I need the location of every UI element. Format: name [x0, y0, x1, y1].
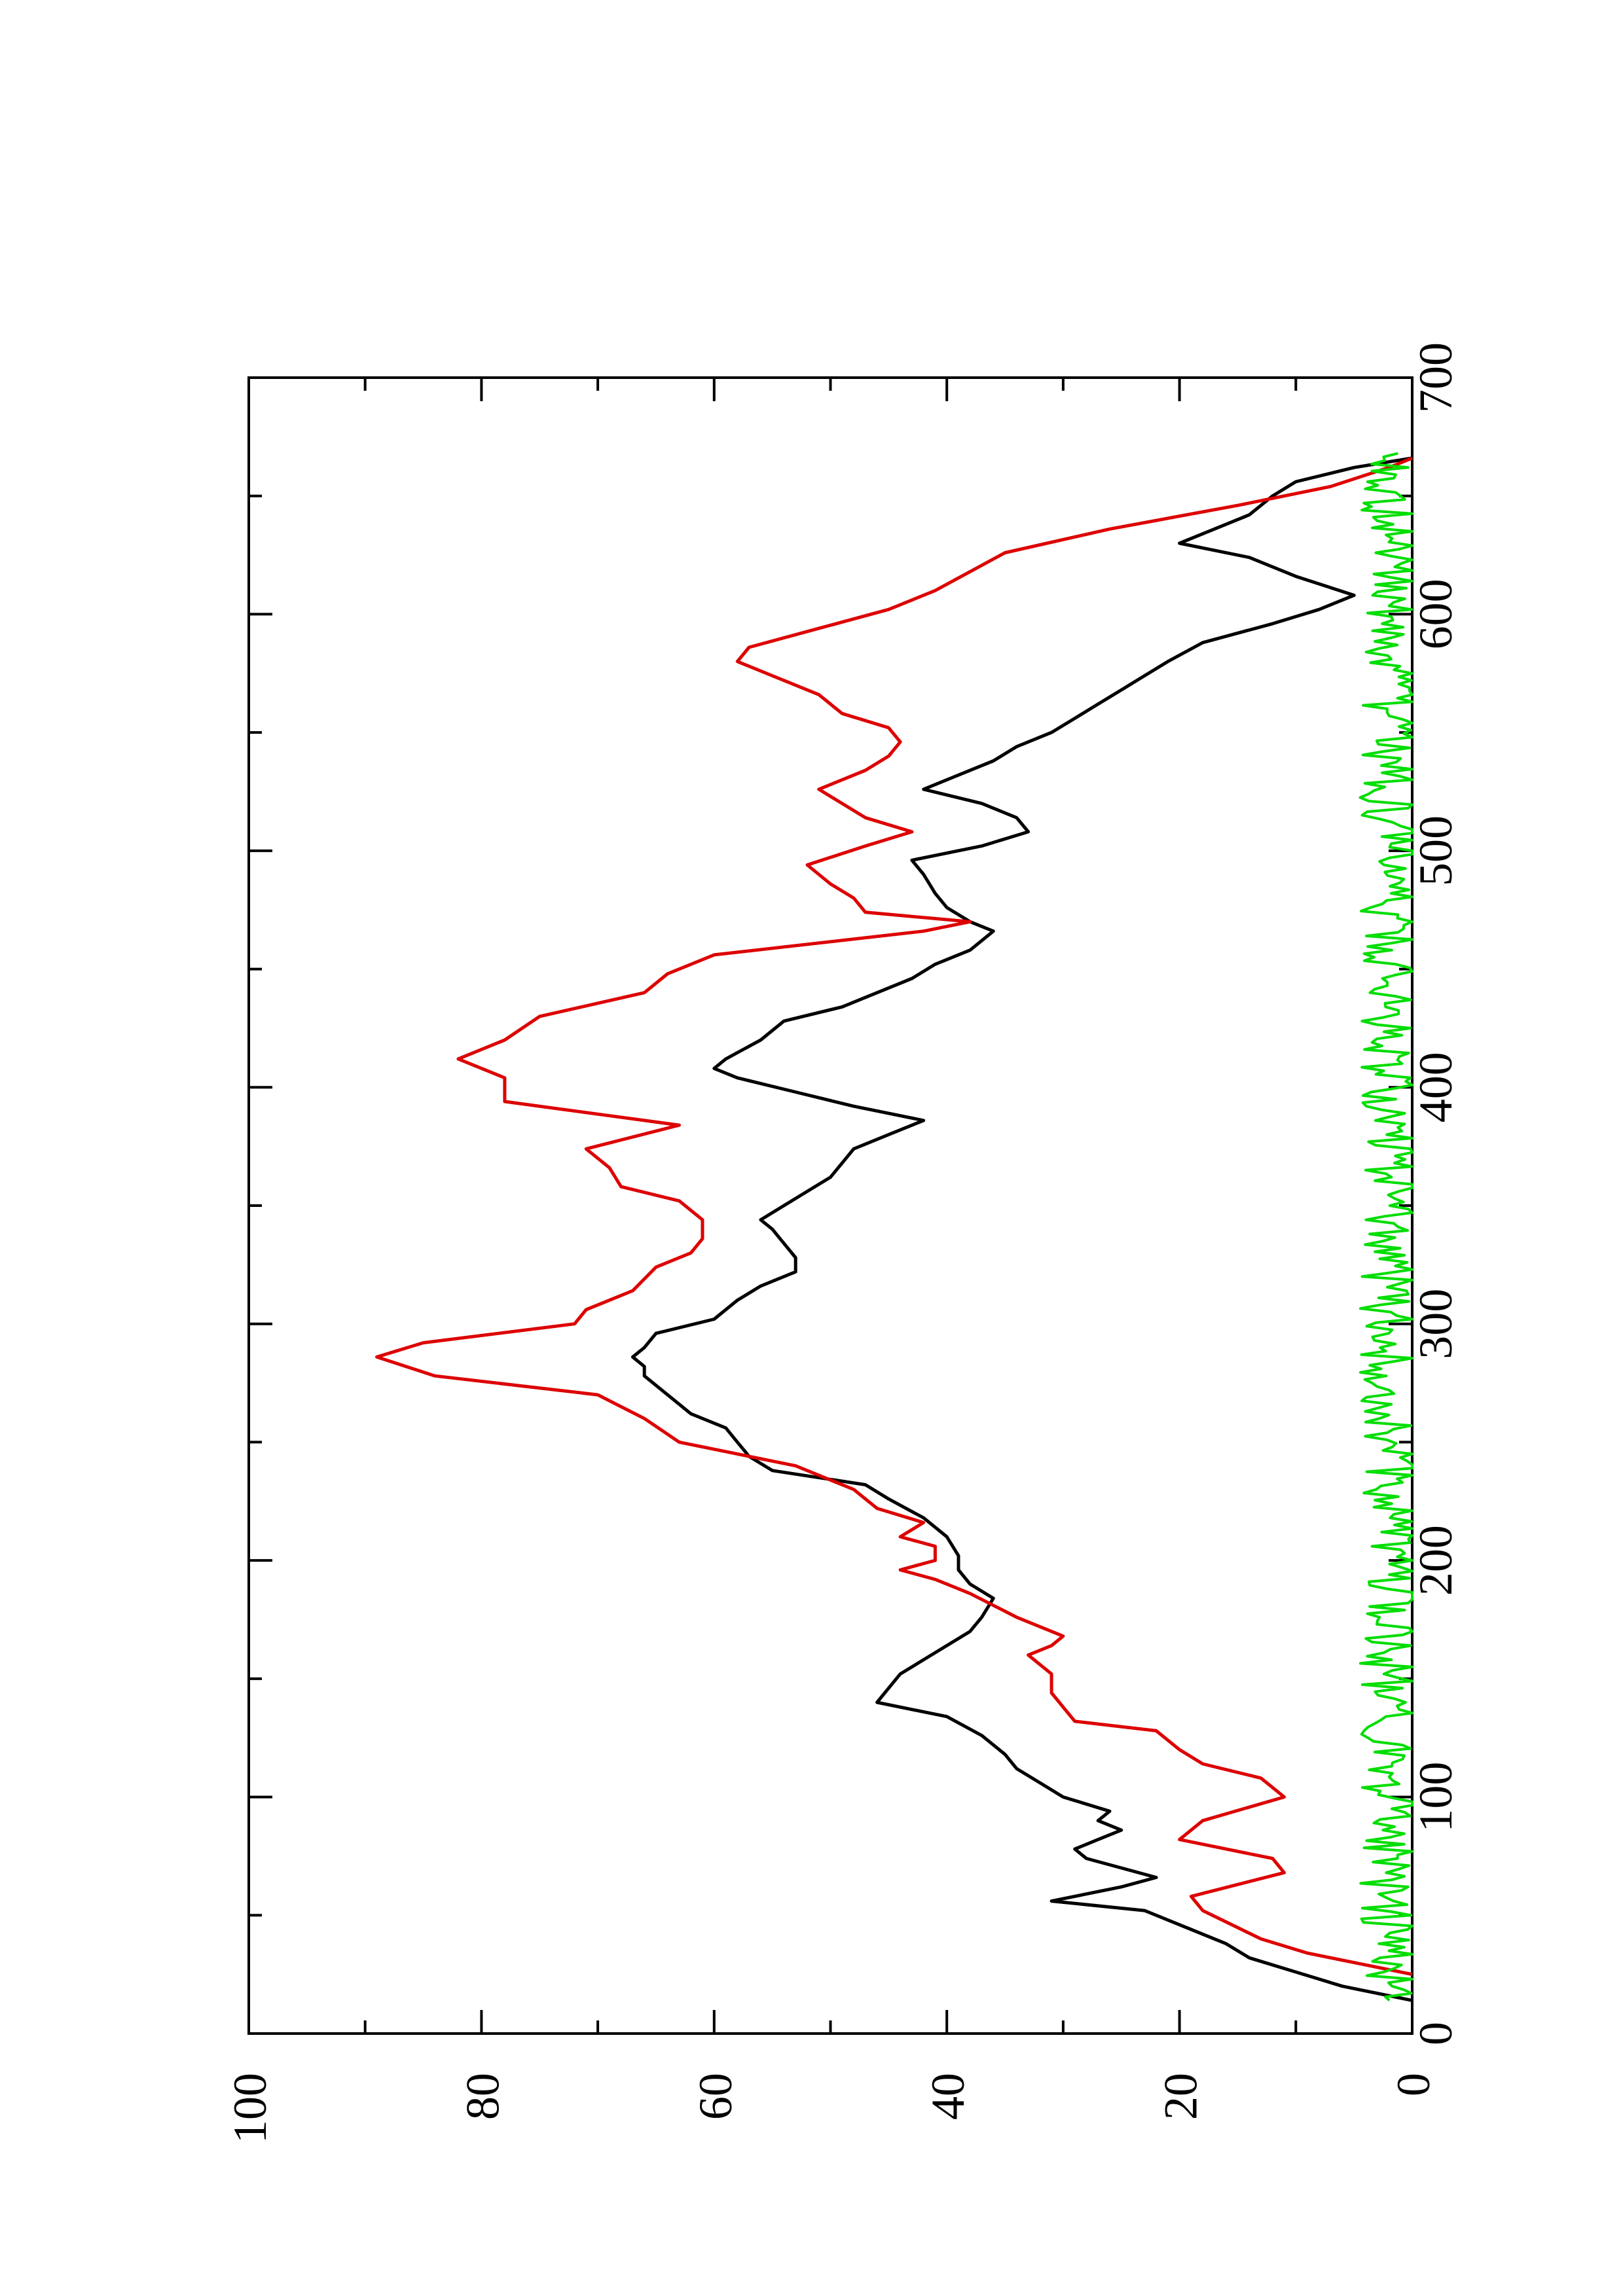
- axis-ticks: [247, 376, 1413, 2035]
- x-tick-label: 0: [1410, 2022, 1462, 2045]
- x-tick-label: 400: [1410, 1052, 1462, 1122]
- series-line-1: [630, 456, 1413, 2002]
- x-tick-label: 700: [1410, 342, 1462, 413]
- x-tick-label: 600: [1410, 579, 1462, 649]
- x-tick-label: 500: [1410, 816, 1462, 886]
- x-tick-label: 100: [1410, 1762, 1462, 1833]
- x-tick-label: 300: [1410, 1289, 1462, 1359]
- series-line-2: [375, 456, 1413, 1977]
- series-layer: [375, 452, 1413, 2002]
- tick-labels: 0 100 200 300 400 500 600 700 0 20 40 60 80 100: [224, 342, 1462, 2144]
- plot-area: 0 100 200 300 400 500 600 700 0 20 40 60 80 100: [224, 342, 1462, 2144]
- y-tick-label: 20: [1155, 2073, 1207, 2120]
- y-tick-label: 40: [922, 2073, 974, 2120]
- x-tick-label: 200: [1410, 1525, 1462, 1596]
- y-tick-label: 100: [224, 2073, 276, 2144]
- y-tick-label: 0: [1387, 2073, 1440, 2096]
- y-tick-label: 80: [456, 2073, 509, 2120]
- series-line-3: [1359, 452, 1413, 2001]
- y-tick-label: 60: [689, 2073, 742, 2120]
